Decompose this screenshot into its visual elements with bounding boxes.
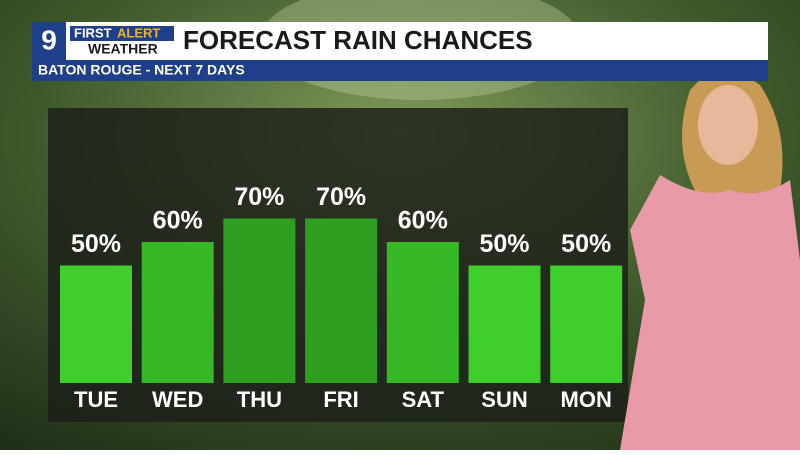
value-label: 50% [71,230,121,258]
presenter-face [698,85,758,165]
x-tick-label: THU [237,387,282,412]
value-label: 60% [153,207,203,235]
x-tick-label: TUE [74,387,118,412]
bar [305,218,378,383]
logo-number: 9 [41,24,57,55]
value-label: 70% [316,183,366,211]
x-tick-label: MON [561,387,612,412]
chart-subtitle: BATON ROUGE - NEXT 7 DAYS [38,62,245,78]
logo-first-alert-bg [70,26,174,41]
logo-alert: ALERT [117,25,160,40]
presenter-dress [620,175,800,450]
logo-first: FIRST [74,25,112,40]
logo-badge [32,22,66,60]
x-tick-label: SUN [481,387,527,412]
logo-weather: WEATHER [88,41,158,57]
value-label: 50% [561,230,611,258]
bar [141,242,214,383]
x-tick-label: SAT [402,387,445,412]
value-label: 50% [479,230,529,258]
bar [386,242,459,383]
bar [223,218,296,383]
x-tick-label: WED [152,387,203,412]
bar [468,265,541,383]
value-label: 70% [234,183,284,211]
chart-title: FORECAST RAIN CHANCES [183,25,533,55]
x-tick-label: FRI [323,387,358,412]
bar [550,265,623,383]
subtitle-bar [32,60,768,81]
bar [60,265,132,383]
value-label: 60% [398,207,448,235]
